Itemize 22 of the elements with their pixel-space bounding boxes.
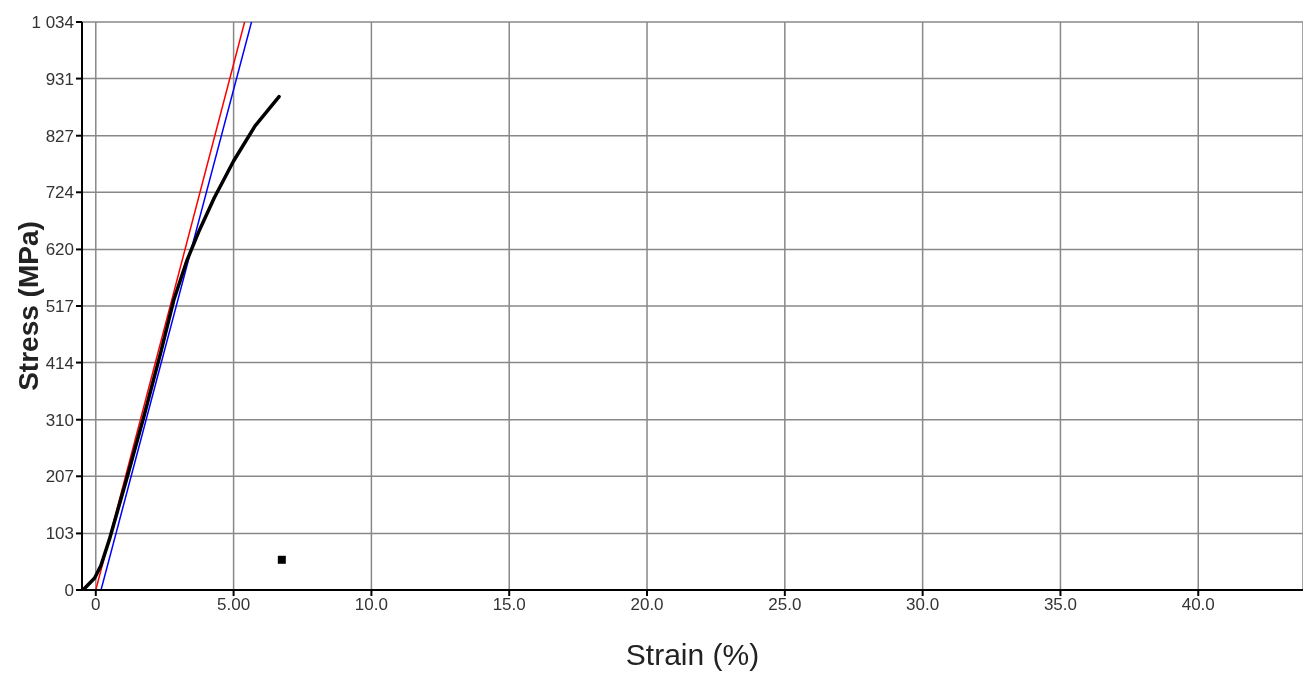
x-tick-label: 15.0 bbox=[492, 595, 526, 615]
x-tick-label: 20.0 bbox=[630, 595, 664, 615]
y-tick-label: 103 bbox=[45, 524, 74, 544]
y-tick-label: 517 bbox=[45, 297, 74, 317]
x-tick-label: 5.00 bbox=[217, 595, 251, 615]
y-tick-label: 620 bbox=[45, 240, 74, 260]
y-tick-label: 207 bbox=[45, 467, 74, 487]
x-tick-label: 25.0 bbox=[768, 595, 802, 615]
x-axis-title: Strain (%) bbox=[625, 638, 760, 671]
x-tick-label: 35.0 bbox=[1043, 595, 1077, 615]
y-axis-title: Stress (MPa) bbox=[12, 221, 44, 391]
y-tick-label: 414 bbox=[45, 353, 74, 373]
y-tick-label: 724 bbox=[45, 183, 74, 203]
y-tick-label: 310 bbox=[45, 410, 74, 430]
y-tick-label: 0 bbox=[64, 581, 74, 601]
y-tick-label: 827 bbox=[45, 126, 74, 146]
y-tick-label: 931 bbox=[45, 69, 74, 89]
x-tick-label: 30.0 bbox=[906, 595, 940, 615]
x-tick-label: 10.0 bbox=[354, 595, 388, 615]
x-tick-label: 0 bbox=[91, 595, 101, 615]
y-tick-label: 1 034 bbox=[31, 13, 74, 33]
x-tick-label: 40.0 bbox=[1181, 595, 1215, 615]
